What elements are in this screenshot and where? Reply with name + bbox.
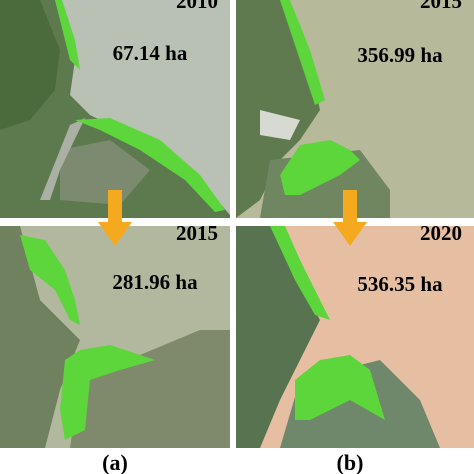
- area-label: 536.35 ha: [357, 272, 443, 296]
- panel-image: 2015 281.96 ha: [0, 221, 230, 448]
- area-label: 281.96 ha: [112, 270, 198, 294]
- area-label: 356.99 ha: [357, 43, 443, 67]
- year-label: 2015: [420, 0, 462, 13]
- panel-image: 2015 356.99 ha: [236, 0, 474, 218]
- area-label: 67.14 ha: [113, 41, 188, 65]
- year-label: 2010: [176, 0, 218, 13]
- year-label: 2015: [176, 221, 218, 245]
- year-label: 2020: [420, 221, 462, 245]
- subfigure-caption: (a): [102, 450, 128, 474]
- arrow: [98, 190, 132, 246]
- panel-image: 2020 536.35 ha: [236, 221, 474, 448]
- subfigure-caption: (b): [337, 450, 364, 474]
- arrow: [333, 190, 367, 246]
- panel-image: 2010 67.14 ha: [0, 0, 230, 218]
